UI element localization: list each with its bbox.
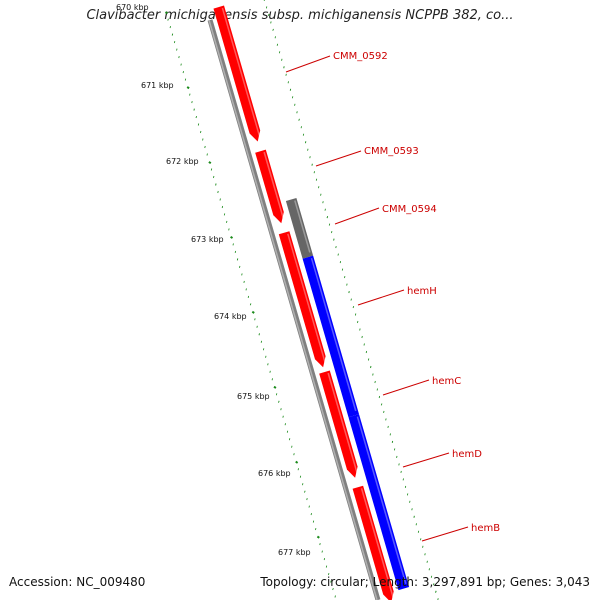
major-tick <box>295 460 299 464</box>
gene-arrow-highlight <box>310 258 357 412</box>
gene-label[interactable]: CMM_0594 <box>382 204 437 215</box>
tick-marks <box>164 0 439 600</box>
major-tick <box>251 310 255 314</box>
kbp-labels: 670 kbp 671 kbp 672 kbp 673 kbp 674 kbp … <box>116 3 311 557</box>
gene-arrow[interactable] <box>348 414 410 591</box>
gene-arrow[interactable] <box>255 149 284 224</box>
leader-line <box>421 526 469 542</box>
kbp-label: 672 kbp <box>166 157 199 166</box>
kbp-label: 674 kbp <box>214 312 247 321</box>
gene-labels: CMM_0592 CMM_0593 CMM_0594 hemH hemC hem… <box>333 51 500 534</box>
gene-label[interactable]: hemH <box>407 286 437 297</box>
gene-arrow-highlight <box>221 7 261 138</box>
major-tick <box>316 535 320 539</box>
gene-label[interactable]: hemD <box>452 449 482 460</box>
kbp-label: 675 kbp <box>237 392 270 401</box>
gene-arrow-highlight <box>356 416 407 584</box>
gene-arrow[interactable] <box>302 255 359 418</box>
accession-text: Accession: NC_009480 <box>9 575 146 589</box>
gene-arrow-highlight <box>360 488 394 598</box>
genome-backbone <box>207 19 381 600</box>
gene-arrow[interactable] <box>319 370 358 478</box>
leader-line <box>357 289 405 306</box>
major-tick <box>208 161 212 165</box>
gene-arrow[interactable] <box>213 5 261 142</box>
leader-line <box>334 207 380 225</box>
gene-arrow[interactable] <box>285 198 314 259</box>
genome-summary-text: Topology: circular; Length: 3,297,891 bp… <box>260 575 590 589</box>
leader-line <box>382 379 430 396</box>
kbp-label: 670 kbp <box>116 3 149 12</box>
gene-leader-lines <box>285 55 469 542</box>
gene-label[interactable]: CMM_0592 <box>333 51 388 62</box>
gene-label[interactable]: hemC <box>432 376 461 387</box>
genome-backbone-highlight <box>208 19 378 600</box>
gene-arrow[interactable] <box>278 231 326 368</box>
kbp-label: 677 kbp <box>278 548 311 557</box>
kbp-label: 673 kbp <box>191 235 224 244</box>
gene-label[interactable]: hemB <box>471 523 500 534</box>
gene-label[interactable]: CMM_0593 <box>364 146 419 157</box>
gene-arrow-highlight <box>294 200 311 253</box>
kbp-label: 671 kbp <box>141 81 174 90</box>
kbp-label: 676 kbp <box>258 469 291 478</box>
gene-arrow-highlight <box>263 151 285 219</box>
major-tick <box>186 86 190 90</box>
leader-line <box>402 452 450 468</box>
major-tick <box>164 11 168 15</box>
genome-title: Clavibacter michiganensis subsp. michiga… <box>86 8 514 23</box>
gene-track <box>213 5 410 600</box>
gene-arrow-highlight <box>287 233 326 363</box>
gene-arrow-highlight <box>327 372 358 474</box>
gene-arrow[interactable] <box>352 485 394 600</box>
major-tick <box>273 385 277 389</box>
major-tick <box>230 235 234 239</box>
leader-line <box>285 55 331 73</box>
leader-line <box>315 150 362 167</box>
